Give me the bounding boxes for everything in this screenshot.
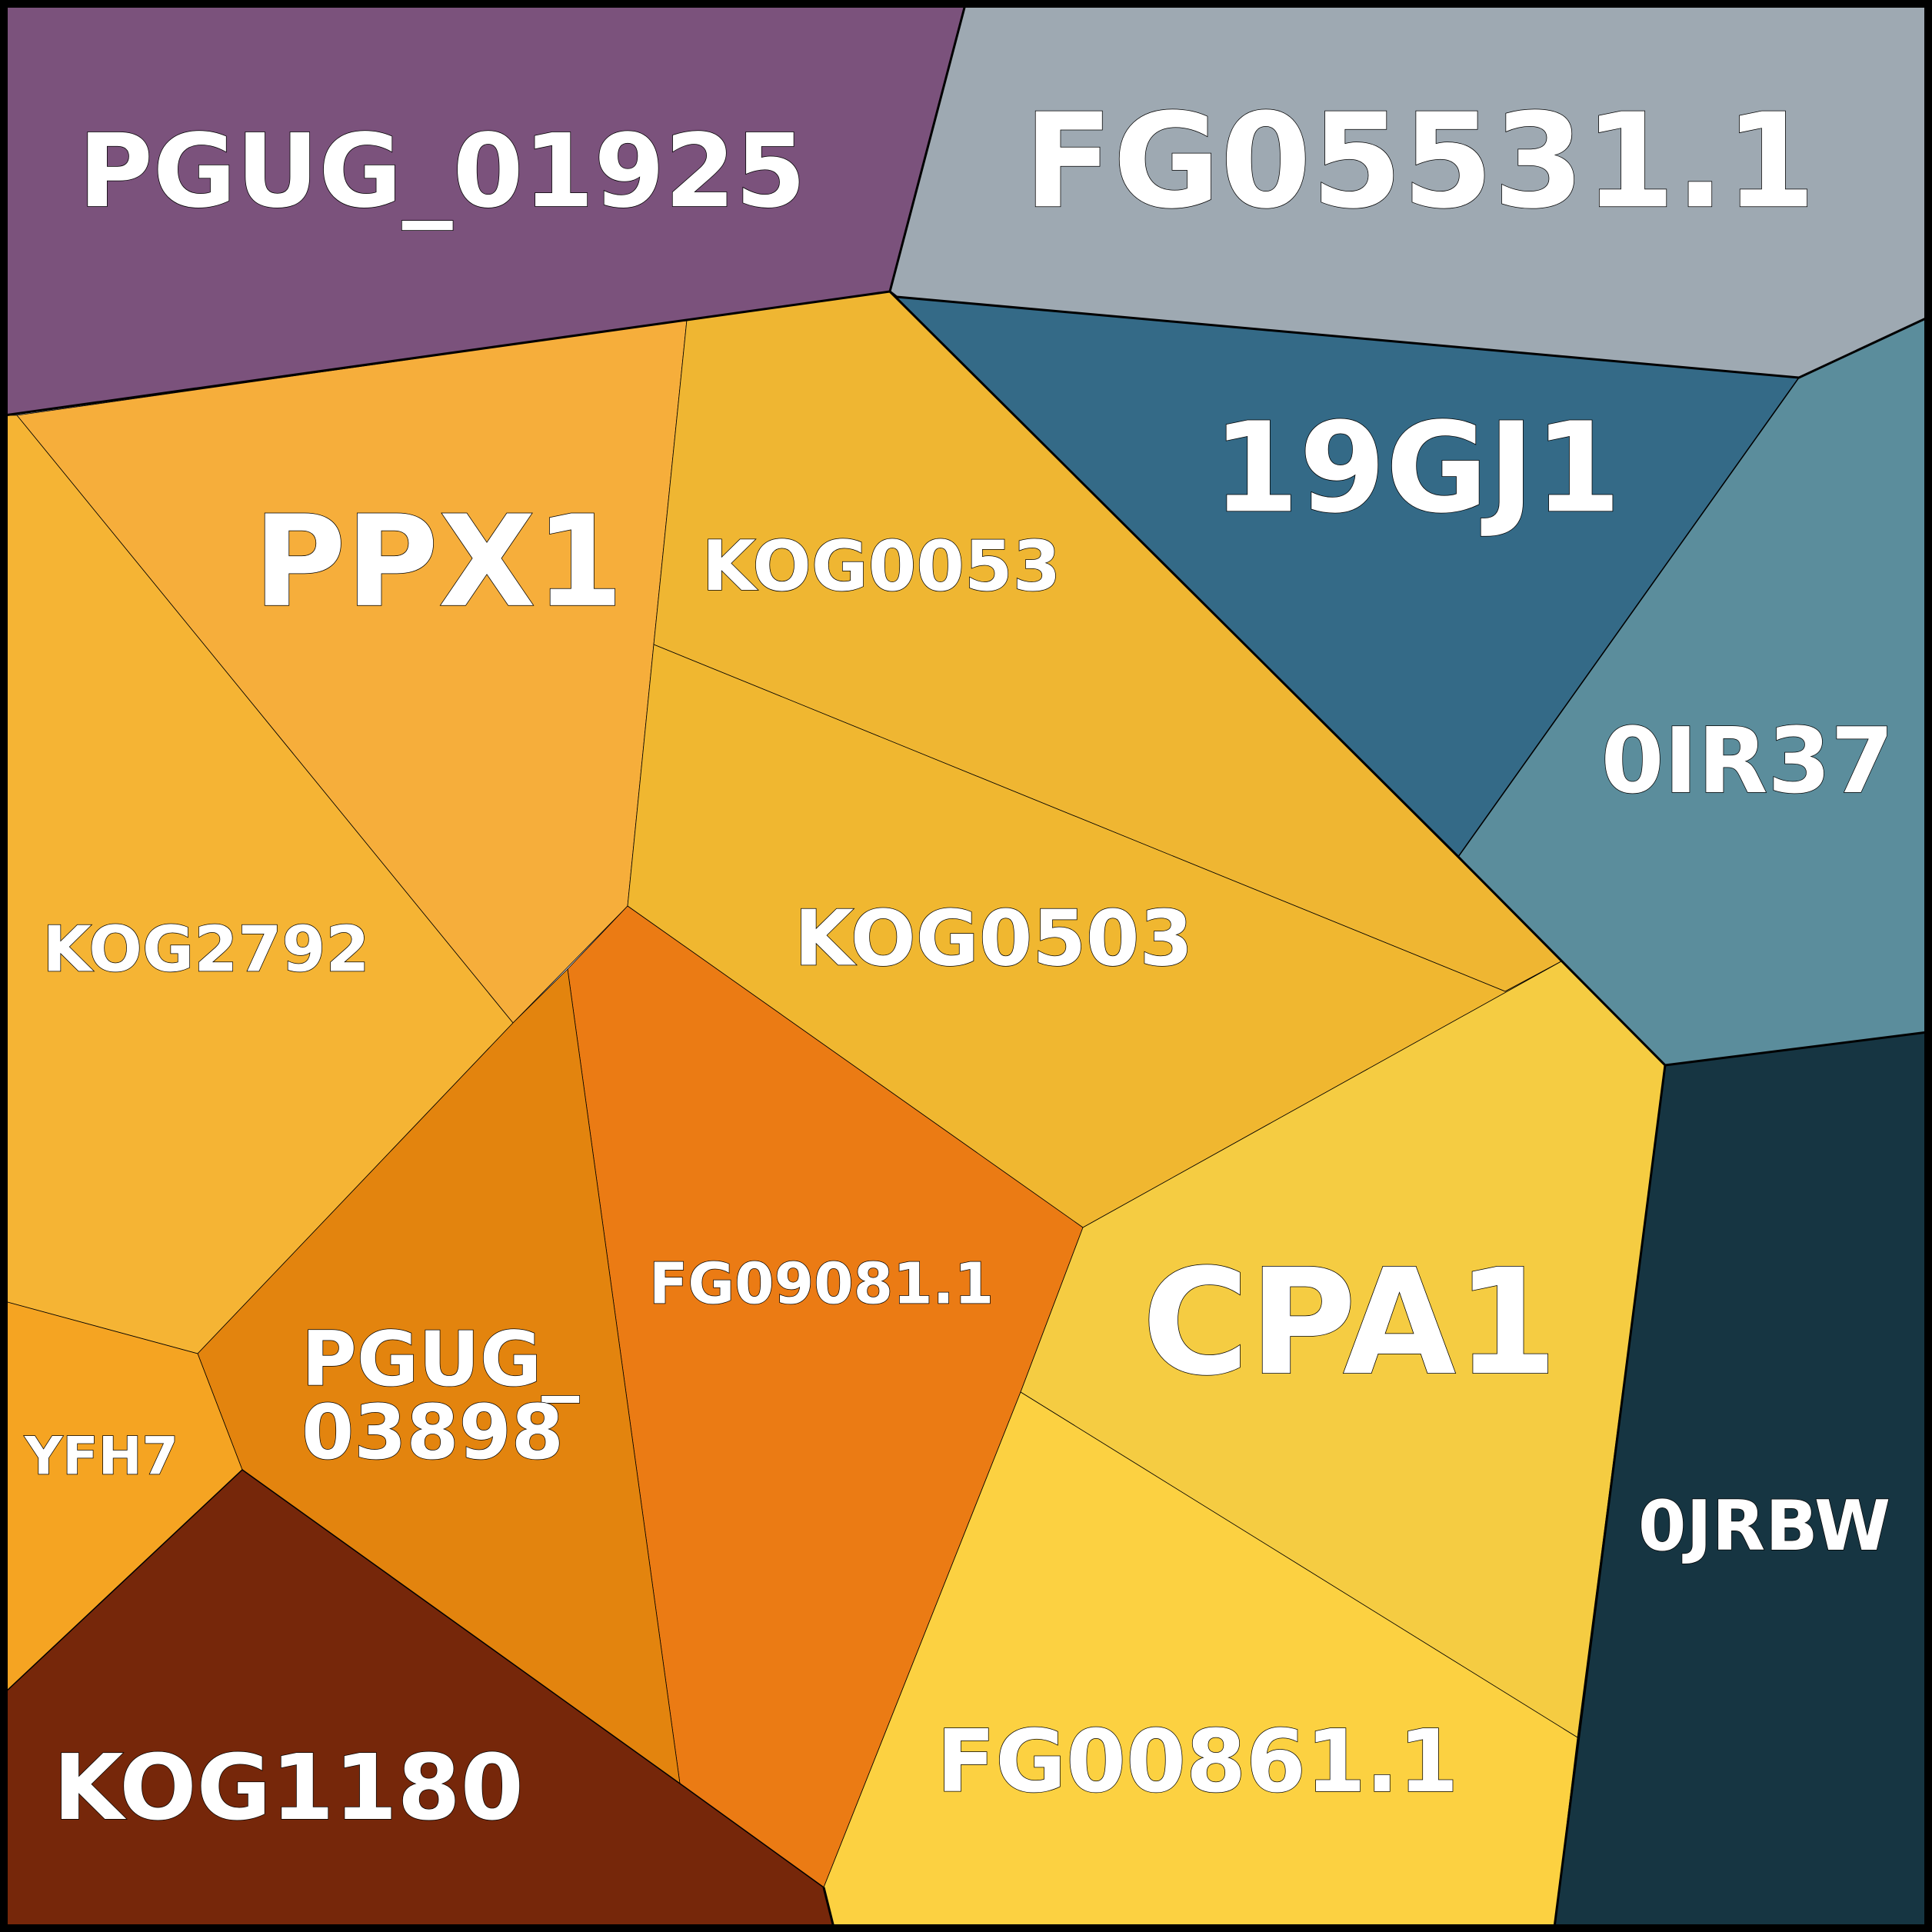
label-19gj1: 19GJ1 bbox=[1212, 396, 1621, 541]
label-pgug-03898-line1: PGUG_ bbox=[301, 1316, 579, 1404]
label-0ir37: 0IR37 bbox=[1601, 708, 1894, 814]
label-fg09081-1: FG09081.1 bbox=[649, 1251, 994, 1317]
label-kog2792: KOG2792 bbox=[42, 913, 369, 986]
label-fg05531-1: FG05531.1 bbox=[1024, 85, 1816, 238]
label-fg00861-1: FG00861.1 bbox=[937, 1712, 1459, 1812]
label-ppx1: PPX1 bbox=[254, 488, 624, 635]
label-pgug-03898-line2: 03898 bbox=[301, 1389, 564, 1477]
label-kog0503: KOG0503 bbox=[794, 893, 1193, 983]
group-borders bbox=[4, 4, 1928, 1928]
label-kog0053: KOG0053 bbox=[702, 526, 1061, 607]
label-yfh7: YFH7 bbox=[24, 1427, 178, 1487]
label-0jrbw: 0JRBW bbox=[1638, 1486, 1890, 1567]
label-cpa1: CPA1 bbox=[1142, 1237, 1558, 1407]
label-pgug-01925: PGUG_01925 bbox=[78, 112, 806, 231]
label-kog1180: KOG1180 bbox=[53, 1734, 524, 1840]
